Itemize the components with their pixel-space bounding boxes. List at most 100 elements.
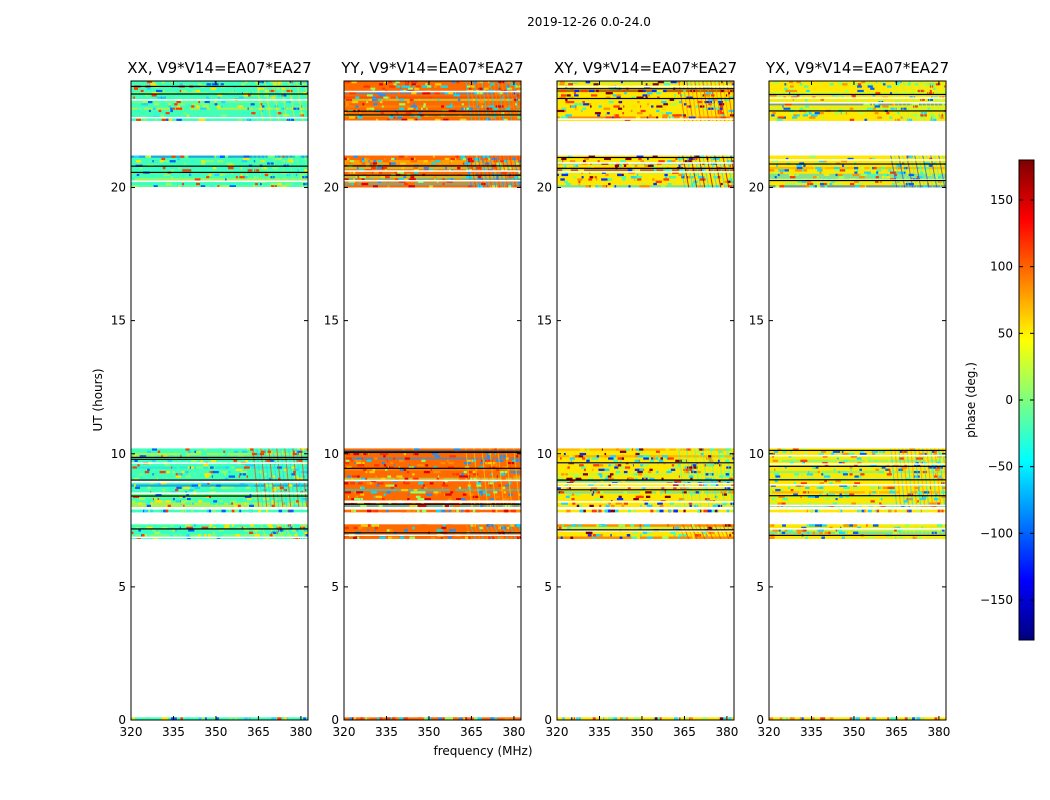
noise-cell bbox=[657, 717, 662, 720]
noise-cell bbox=[671, 116, 675, 119]
noise-cell bbox=[157, 500, 163, 503]
noise-cell bbox=[255, 529, 261, 532]
noise-cell bbox=[143, 509, 145, 513]
data-band bbox=[769, 81, 946, 122]
fringe-line bbox=[473, 448, 481, 508]
noise-cell bbox=[215, 717, 220, 720]
noise-cell bbox=[154, 524, 156, 527]
noise-cell bbox=[601, 178, 608, 181]
noise-cell bbox=[658, 457, 660, 460]
noise-cell bbox=[608, 477, 614, 480]
noise-cell bbox=[277, 466, 282, 469]
noise-cell bbox=[148, 109, 151, 113]
noise-cell bbox=[400, 87, 402, 90]
noise-cell bbox=[573, 475, 579, 478]
noise-cell bbox=[219, 529, 225, 532]
noise-cell bbox=[407, 81, 409, 84]
noise-cell bbox=[569, 455, 573, 458]
noise-cell bbox=[822, 531, 825, 535]
fringe-line bbox=[272, 448, 280, 508]
noise-cell bbox=[605, 114, 607, 117]
fringe-line bbox=[906, 524, 914, 540]
noise-cell bbox=[349, 162, 354, 165]
noise-cell bbox=[241, 450, 246, 453]
noise-cell bbox=[683, 466, 688, 469]
noise-cell bbox=[449, 178, 454, 181]
noise-cell bbox=[418, 112, 422, 115]
fringe-line bbox=[694, 448, 702, 508]
noise-cell bbox=[161, 717, 167, 720]
noise-cell bbox=[698, 185, 705, 188]
noise-cell bbox=[865, 92, 868, 95]
fringe-line bbox=[264, 448, 272, 508]
noise-cell bbox=[210, 107, 217, 110]
noise-cell bbox=[175, 488, 179, 492]
noise-cell bbox=[288, 482, 295, 485]
noise-cell bbox=[373, 495, 375, 498]
noise-cell bbox=[819, 171, 822, 174]
fringe-line bbox=[678, 448, 686, 508]
noise-cell bbox=[562, 524, 564, 527]
noise-cell bbox=[685, 83, 692, 86]
noise-cell bbox=[344, 461, 350, 465]
noise-cell bbox=[177, 157, 180, 161]
noise-cell bbox=[933, 87, 936, 90]
noise-cell bbox=[131, 475, 136, 478]
noise-cell bbox=[389, 96, 391, 99]
noise-cell bbox=[943, 100, 946, 104]
row-stripe bbox=[344, 457, 521, 460]
noise-cell bbox=[916, 509, 921, 513]
noise-cell bbox=[384, 157, 386, 161]
noise-cell bbox=[355, 94, 358, 97]
noise-cell bbox=[567, 466, 570, 469]
noise-cell bbox=[771, 116, 778, 119]
fringe-line bbox=[513, 524, 521, 540]
noise-cell bbox=[596, 89, 599, 93]
noise-cell bbox=[235, 717, 237, 720]
noise-cell bbox=[257, 87, 265, 90]
noise-cell bbox=[239, 482, 245, 485]
noise-cell bbox=[444, 92, 449, 95]
noise-cell bbox=[415, 504, 420, 507]
noise-cell bbox=[839, 116, 845, 119]
noise-cell bbox=[668, 116, 671, 119]
fringe-line bbox=[894, 448, 902, 508]
noise-cell bbox=[643, 475, 650, 478]
noise-cell bbox=[137, 464, 140, 467]
noise-cell bbox=[899, 450, 904, 453]
noise-cell bbox=[927, 173, 932, 177]
flag-gap bbox=[769, 484, 946, 486]
noise-cell bbox=[219, 452, 225, 456]
noise-cell bbox=[643, 477, 646, 480]
noise-cell bbox=[266, 504, 272, 507]
noise-cell bbox=[495, 178, 499, 181]
noise-cell bbox=[829, 526, 833, 530]
noise-cell bbox=[296, 450, 303, 453]
noise-cell bbox=[180, 89, 188, 93]
noise-cell bbox=[673, 466, 680, 469]
noise-cell bbox=[165, 118, 173, 121]
noise-cell bbox=[639, 534, 642, 537]
noise-cell bbox=[381, 166, 384, 170]
noise-cell bbox=[698, 160, 705, 163]
noise-cell bbox=[871, 160, 877, 163]
noise-cell bbox=[182, 473, 189, 476]
noise-cell bbox=[645, 96, 648, 99]
row-stripe bbox=[769, 176, 946, 179]
noise-cell bbox=[246, 717, 250, 720]
noise-cell bbox=[457, 98, 461, 101]
noise-cell bbox=[592, 536, 596, 539]
noise-cell bbox=[192, 89, 196, 93]
fringe-line bbox=[505, 81, 513, 122]
noise-cell bbox=[859, 536, 862, 539]
noise-cell bbox=[889, 491, 896, 494]
fringe-line bbox=[910, 448, 918, 508]
noise-cell bbox=[224, 477, 229, 480]
noise-cell bbox=[728, 491, 731, 494]
noise-cell bbox=[171, 155, 176, 158]
noise-cell bbox=[867, 509, 872, 513]
noise-cell bbox=[838, 509, 841, 513]
noise-cell bbox=[345, 112, 347, 115]
noise-cell bbox=[863, 509, 866, 513]
noise-cell bbox=[205, 493, 209, 496]
